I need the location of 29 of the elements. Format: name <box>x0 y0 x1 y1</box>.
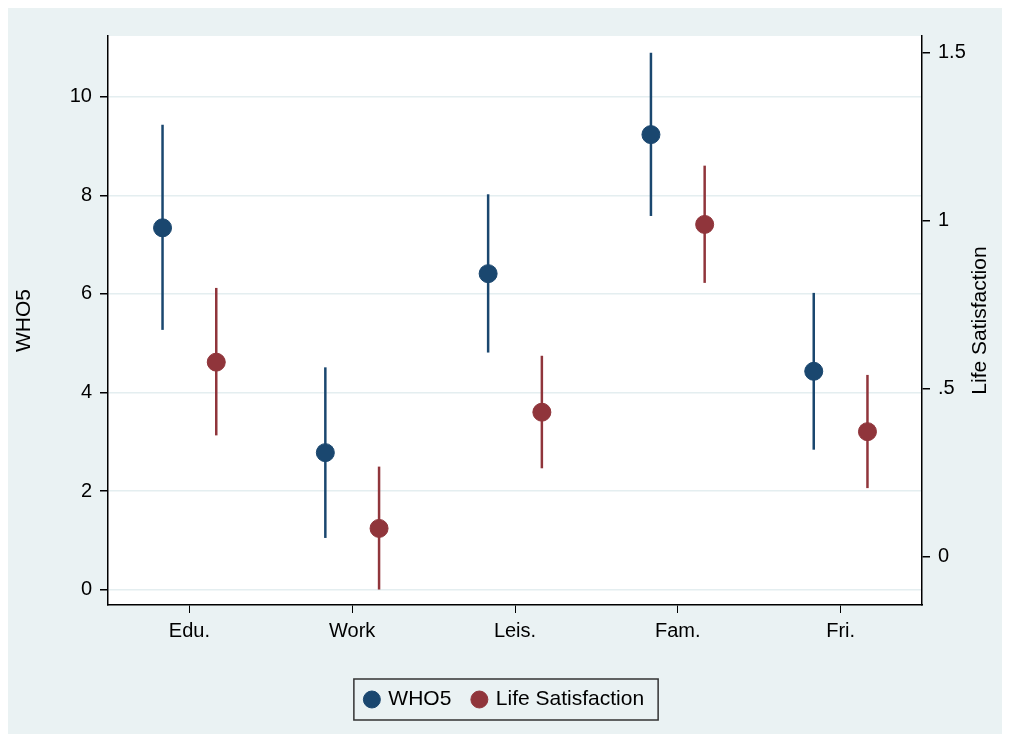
y2-tick-label: 0 <box>938 544 950 567</box>
x-tick-label: Work <box>329 618 377 641</box>
y2-axis-title: Life Satisfaction <box>966 246 990 395</box>
point <box>206 352 226 372</box>
y-tick-label: 4 <box>80 380 92 402</box>
y-tick-label: 6 <box>80 281 92 304</box>
point <box>532 402 552 422</box>
x-tick-label: Leis. <box>493 618 537 641</box>
point <box>478 264 498 284</box>
point <box>804 361 824 381</box>
y-tick-label: 2 <box>80 478 92 501</box>
point <box>641 125 661 145</box>
x-tick-label: Fam. <box>655 618 701 641</box>
y2-tick-label: 1 <box>938 208 950 231</box>
y2-tick-label: .5 <box>938 376 955 399</box>
y-tick-label: 10 <box>69 84 92 107</box>
point <box>153 218 173 238</box>
y-tick-label: 8 <box>80 182 92 205</box>
legend-label: WHO5 <box>388 686 452 710</box>
point <box>857 422 877 442</box>
legend-label: Life Satisfaction <box>495 686 645 710</box>
y2-tick-label: 1.5 <box>938 40 966 63</box>
y-axis-title: WHO5 <box>11 289 35 352</box>
x-tick-label: Edu. <box>168 618 210 641</box>
y-tick-label: 0 <box>80 577 92 600</box>
point <box>369 518 389 538</box>
point <box>315 443 335 463</box>
x-tick-label: Fri. <box>826 618 856 641</box>
point <box>695 214 715 234</box>
